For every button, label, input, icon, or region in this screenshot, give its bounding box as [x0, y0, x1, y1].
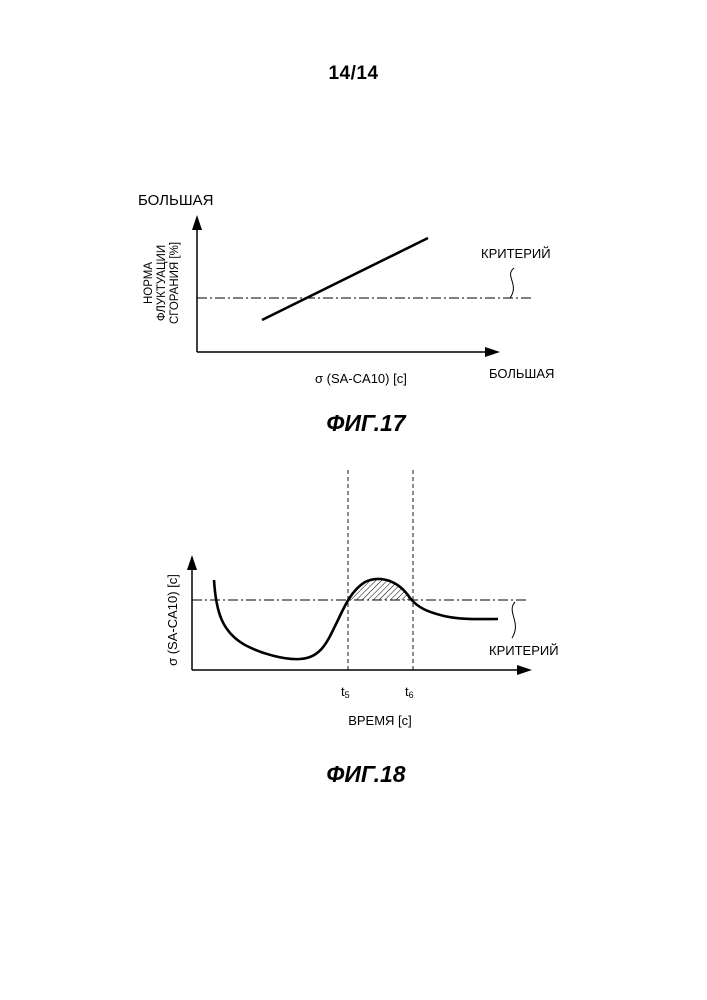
- y-axis-label: σ (SA-CA10) [c]: [165, 574, 180, 666]
- x-axis-high-label: БОЛЬШАЯ: [489, 366, 554, 381]
- y-axis-label-line-1: НОРМА: [143, 262, 155, 304]
- data-line: [262, 238, 428, 320]
- x-axis-arrow: [517, 665, 532, 675]
- y-axis-high-label: БОЛЬШАЯ: [138, 192, 213, 209]
- y-axis-label-line-3: СГОРАНИЯ [%]: [169, 242, 181, 324]
- page-number: 14/14: [0, 63, 707, 85]
- criterion-label: КРИТЕРИЙ: [489, 643, 559, 658]
- data-curve: [214, 579, 498, 659]
- criterion-leader: [510, 268, 514, 298]
- figure-caption: ФИГ.18: [326, 761, 405, 787]
- tick-t6: t6: [405, 684, 414, 700]
- x-axis-arrow: [485, 347, 500, 357]
- tick-t5: t5: [341, 684, 350, 700]
- y-axis-arrow: [187, 555, 197, 570]
- figure-17: БОЛЬШАЯ НОРМА ФЛУКТУАЦИИ СГОРАНИЯ [%] КР…: [0, 180, 707, 440]
- x-axis-label: σ (SA-CA10) [c]: [315, 371, 407, 386]
- x-axis-label: ВРЕМЯ [c]: [348, 713, 412, 728]
- y-axis-label-line-2: ФЛУКТУАЦИИ: [156, 245, 168, 321]
- figure-caption: ФИГ.17: [326, 410, 406, 436]
- criterion-label: КРИТЕРИЙ: [481, 246, 551, 261]
- y-axis-label: НОРМА ФЛУКТУАЦИИ СГОРАНИЯ [%]: [143, 242, 181, 324]
- criterion-leader: [512, 602, 515, 638]
- figure-18: σ (SA-CA10) [c] КРИТЕРИЙ t5 t6 ВРЕМЯ [c]…: [0, 460, 707, 800]
- y-axis-arrow: [192, 215, 202, 230]
